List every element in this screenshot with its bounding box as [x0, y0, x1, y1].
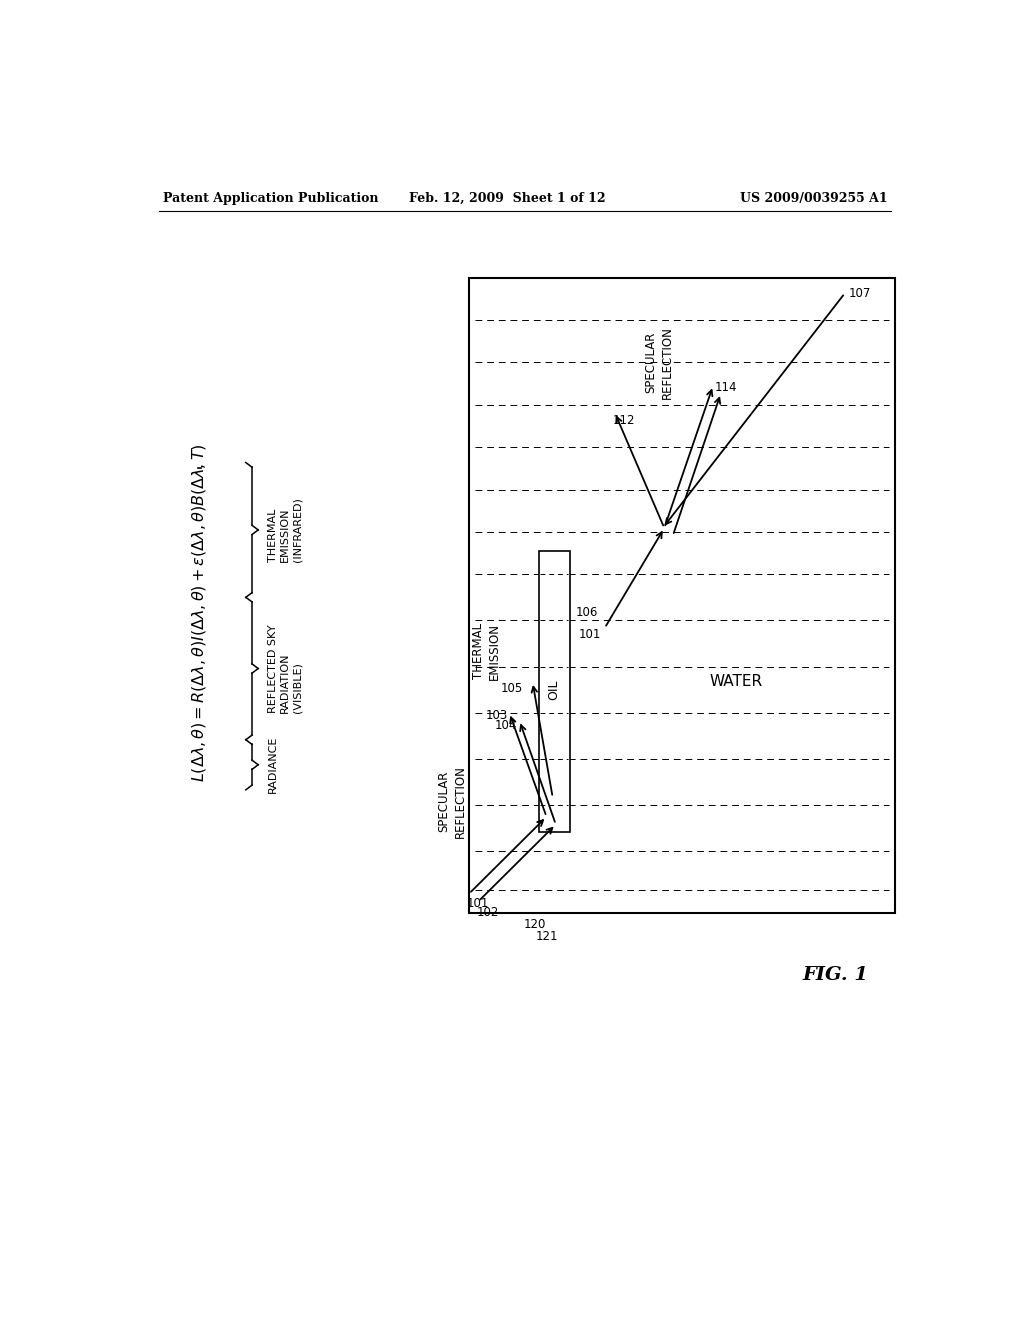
Text: 121: 121	[536, 929, 558, 942]
Bar	[539, 552, 569, 832]
Text: 102: 102	[477, 907, 499, 920]
Text: 105: 105	[501, 681, 523, 694]
Text: OIL: OIL	[548, 680, 561, 700]
Text: 112: 112	[612, 413, 635, 426]
Text: FIG. 1: FIG. 1	[802, 966, 868, 983]
Text: Feb. 12, 2009  Sheet 1 of 12: Feb. 12, 2009 Sheet 1 of 12	[410, 191, 606, 205]
Bar	[469, 277, 895, 913]
Text: 106: 106	[575, 606, 598, 619]
Text: 101: 101	[467, 898, 489, 911]
Text: 104: 104	[495, 719, 517, 733]
Text: 120: 120	[524, 917, 547, 931]
Text: Patent Application Publication: Patent Application Publication	[163, 191, 379, 205]
Text: THERMAL
EMISSION
(INFRARED): THERMAL EMISSION (INFRARED)	[267, 498, 302, 562]
Text: RADIANCE: RADIANCE	[267, 737, 278, 793]
Text: $L(\Delta\lambda,\theta)=R(\Delta\lambda,\theta)I(\Delta\lambda,\theta)+\varepsi: $L(\Delta\lambda,\theta)=R(\Delta\lambda…	[190, 444, 208, 781]
Text: 101: 101	[579, 628, 601, 640]
Text: THERMAL
EMISSION: THERMAL EMISSION	[472, 623, 502, 680]
Text: 103: 103	[485, 709, 508, 722]
Text: 114: 114	[715, 380, 737, 393]
Text: US 2009/0039255 A1: US 2009/0039255 A1	[740, 191, 888, 205]
Text: 107: 107	[849, 286, 871, 300]
Text: REFLECTED SKY
RADIATION
(VISIBLE): REFLECTED SKY RADIATION (VISIBLE)	[267, 624, 302, 713]
Text: WATER: WATER	[710, 675, 763, 689]
Text: SPECULAR
REFLECTION: SPECULAR REFLECTION	[437, 764, 467, 838]
Text: SPECULAR
REFLECTION: SPECULAR REFLECTION	[644, 326, 674, 399]
